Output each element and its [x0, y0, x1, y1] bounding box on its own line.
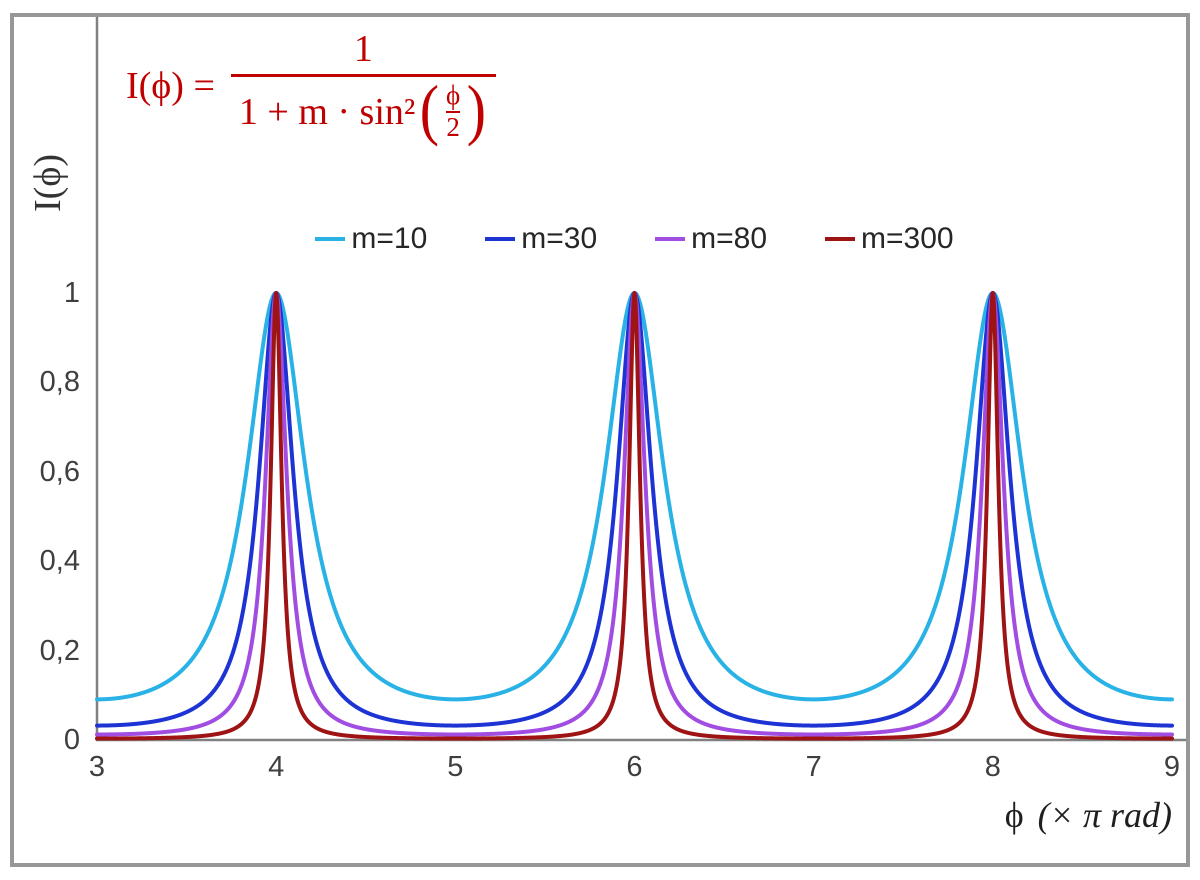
x-tick-label-6: 6 [626, 751, 643, 783]
curve-m30 [95, 291, 1174, 728]
legend-marker [825, 237, 856, 241]
x-tick-label-5: 5 [447, 751, 464, 783]
legend-marker [315, 237, 346, 241]
formula-fraction: 1 1 + m · sin² ( ϕ 2 ) [230, 28, 496, 147]
y-axis-label: I(ϕ) [27, 154, 69, 212]
denominator-prefix: 1 + m · sin² [238, 90, 416, 133]
y-tick-label-0_6: 0,6 [39, 455, 80, 488]
y-tick-label-0_8: 0,8 [39, 366, 80, 399]
x-tick-label-8: 8 [984, 751, 1001, 783]
legend: m=10 m=30 m=80 m=300 [97, 222, 1172, 256]
x-axis-label: ϕ (× π rad) [850, 794, 1172, 836]
legend-item-m80: m=80 [655, 222, 767, 256]
x-tick-label-3: 3 [88, 751, 106, 783]
formula-lhs: I(ϕ) = [126, 65, 215, 108]
legend-marker [655, 237, 686, 241]
x-tick-label-7: 7 [805, 751, 822, 783]
y-tick-label-0_2: 0,2 [39, 634, 80, 667]
open-paren: ( [419, 70, 440, 147]
legend-label: m=30 [521, 222, 598, 255]
legend-label: m=10 [351, 222, 428, 255]
legend-label: m=80 [691, 222, 768, 255]
x-tick-label-4: 4 [268, 751, 285, 783]
close-paren: ) [466, 70, 487, 147]
inner-fraction-numerator: ϕ [445, 80, 461, 111]
legend-marker [485, 237, 516, 241]
y-tick-label-1: 1 [63, 277, 80, 309]
y-tick-label-0: 0 [63, 724, 80, 756]
inner-fraction: ϕ 2 [445, 80, 461, 142]
curve-m80 [95, 291, 1174, 737]
inner-fraction-denominator: 2 [446, 111, 460, 142]
legend-item-m10: m=10 [315, 222, 427, 256]
fraction-numerator: 1 [353, 28, 373, 70]
fraction-bar [230, 73, 496, 77]
curve-m300 [95, 291, 1174, 741]
legend-label: m=300 [861, 222, 954, 255]
x-axis-unit: (× π rad) [1037, 795, 1172, 835]
legend-item-m30: m=30 [485, 222, 597, 256]
x-axis-symbol: ϕ [1004, 795, 1024, 835]
fraction-denominator: 1 + m · sin² ( ϕ 2 ) [231, 70, 496, 147]
x-tick-label-9: 9 [1163, 751, 1181, 783]
formula: I(ϕ) = 1 1 + m · sin² ( ϕ 2 ) [126, 28, 496, 144]
inner-fraction-bar [445, 110, 461, 113]
y-tick-label-0_4: 0,4 [39, 545, 80, 578]
legend-item-m300: m=300 [825, 222, 954, 256]
